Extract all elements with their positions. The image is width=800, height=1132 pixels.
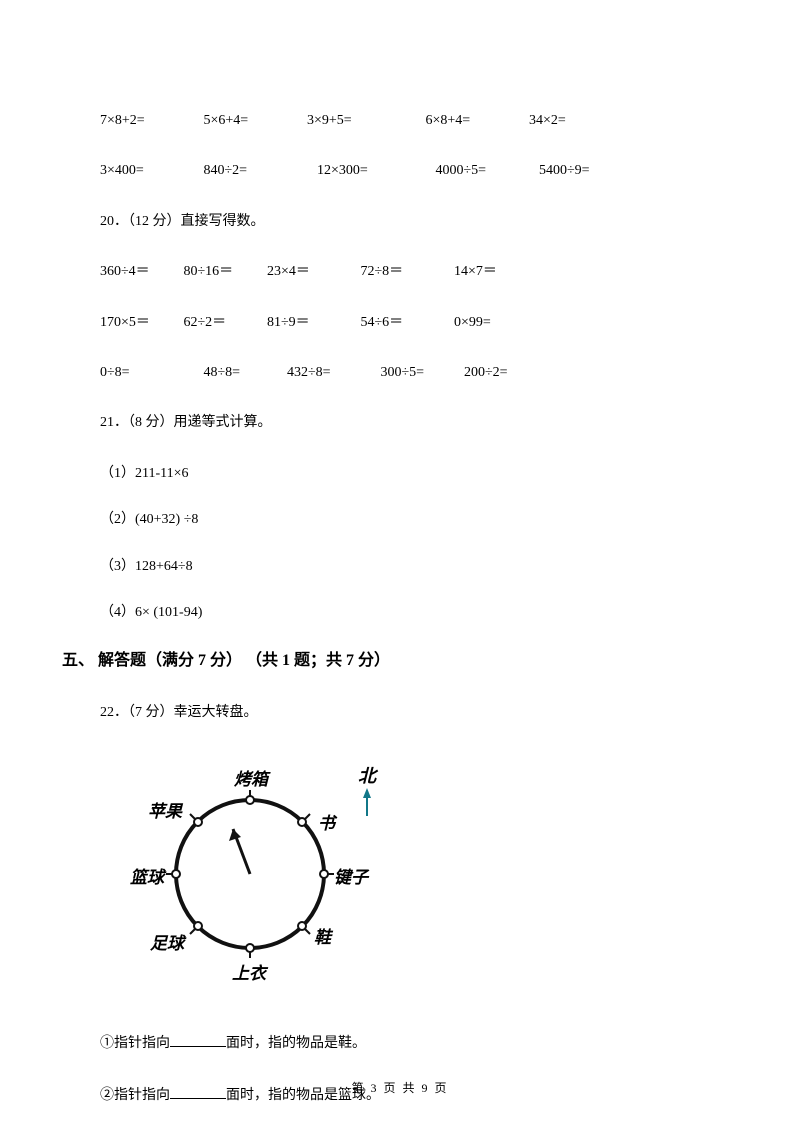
q21-item-1: （1）211-11×6 <box>100 463 720 485</box>
wheel-diagram: 烤箱 书 键子 鞋 上衣 足球 篮球 苹果 北 <box>110 744 720 1004</box>
equation-row-4: 170×5＝ 62÷2＝ 81÷9＝ 54÷6＝ 0×99= <box>100 312 720 334</box>
eq-1-1: 7×8+2= <box>100 110 200 132</box>
blank-1 <box>170 1032 226 1047</box>
q22-sub-1: ①指针指向 面时，指的物品是鞋。 <box>100 1032 720 1055</box>
equation-row-2: 3×400= 840÷2= 12×300= 4000÷5= 5400÷9= <box>100 160 720 182</box>
eq-2-4: 4000÷5= <box>436 160 536 182</box>
q22-sub1-post: 面时，指的物品是鞋。 <box>226 1036 366 1051</box>
q21-item-2: （2）(40+32) ÷8 <box>100 509 720 531</box>
eq-1-3: 3×9+5= <box>307 110 422 132</box>
wheel-label-w: 篮球 <box>130 864 164 891</box>
wheel-label-e: 键子 <box>334 864 368 891</box>
page-footer: 第 3 页 共 9 页 <box>0 1079 800 1096</box>
section-5-heading: 五、 解答题（满分 7 分） （共 1 题；共 7 分） <box>62 648 720 674</box>
q22-label: 22．（7 分）幸运大转盘。 <box>100 702 720 724</box>
eq-5-4: 300÷5= <box>381 362 461 384</box>
equation-row-5: 0÷8= 48÷8= 432÷8= 300÷5= 200÷2= <box>100 362 720 384</box>
eq-4-3: 81÷9＝ <box>267 312 357 334</box>
q22-sub1-pre: ①指针指向 <box>100 1036 170 1051</box>
equation-row-1: 7×8+2= 5×6+4= 3×9+5= 6×8+4= 34×2= <box>100 110 720 132</box>
eq-2-3: 12×300= <box>317 160 432 182</box>
eq-1-2: 5×6+4= <box>204 110 304 132</box>
eq-3-4: 72÷8＝ <box>361 261 451 283</box>
eq-4-4: 54÷6＝ <box>361 312 451 334</box>
wheel-label-nw: 苹果 <box>148 798 182 825</box>
eq-2-5: 5400÷9= <box>539 160 619 182</box>
eq-4-1: 170×5＝ <box>100 312 180 334</box>
q21-label: 21．（8 分）用递等式计算。 <box>100 412 720 434</box>
q20-label: 20．（12 分）直接写得数。 <box>100 211 720 233</box>
page-content: 7×8+2= 5×6+4= 3×9+5= 6×8+4= 34×2= 3×400=… <box>0 0 800 1107</box>
eq-2-2: 840÷2= <box>204 160 314 182</box>
eq-5-1: 0÷8= <box>100 362 200 384</box>
eq-1-4: 6×8+4= <box>426 110 526 132</box>
eq-1-5: 34×2= <box>529 110 609 132</box>
eq-5-5: 200÷2= <box>464 362 544 384</box>
eq-3-5: 14×7＝ <box>454 261 534 283</box>
wheel-label-s: 上衣 <box>232 960 266 987</box>
north-label: 北 <box>358 762 376 791</box>
wheel-label-top: 烤箱 <box>234 766 268 793</box>
eq-3-3: 23×4＝ <box>267 261 357 283</box>
eq-4-5: 0×99= <box>454 312 534 334</box>
eq-5-3: 432÷8= <box>287 362 377 384</box>
eq-3-2: 80÷16＝ <box>184 261 264 283</box>
q21-item-4: （4）6× (101-94) <box>100 602 720 624</box>
eq-4-2: 62÷2＝ <box>184 312 264 334</box>
q21-item-3: （3）128+64÷8 <box>100 556 720 578</box>
eq-5-2: 48÷8= <box>204 362 284 384</box>
wheel-label-sw: 足球 <box>150 930 184 957</box>
eq-3-1: 360÷4＝ <box>100 261 180 283</box>
wheel-label-ne: 书 <box>318 810 335 837</box>
wheel-label-se: 鞋 <box>314 924 331 951</box>
north-arrow-icon <box>363 788 371 816</box>
equation-row-3: 360÷4＝ 80÷16＝ 23×4＝ 72÷8＝ 14×7＝ <box>100 261 720 283</box>
eq-2-1: 3×400= <box>100 160 200 182</box>
